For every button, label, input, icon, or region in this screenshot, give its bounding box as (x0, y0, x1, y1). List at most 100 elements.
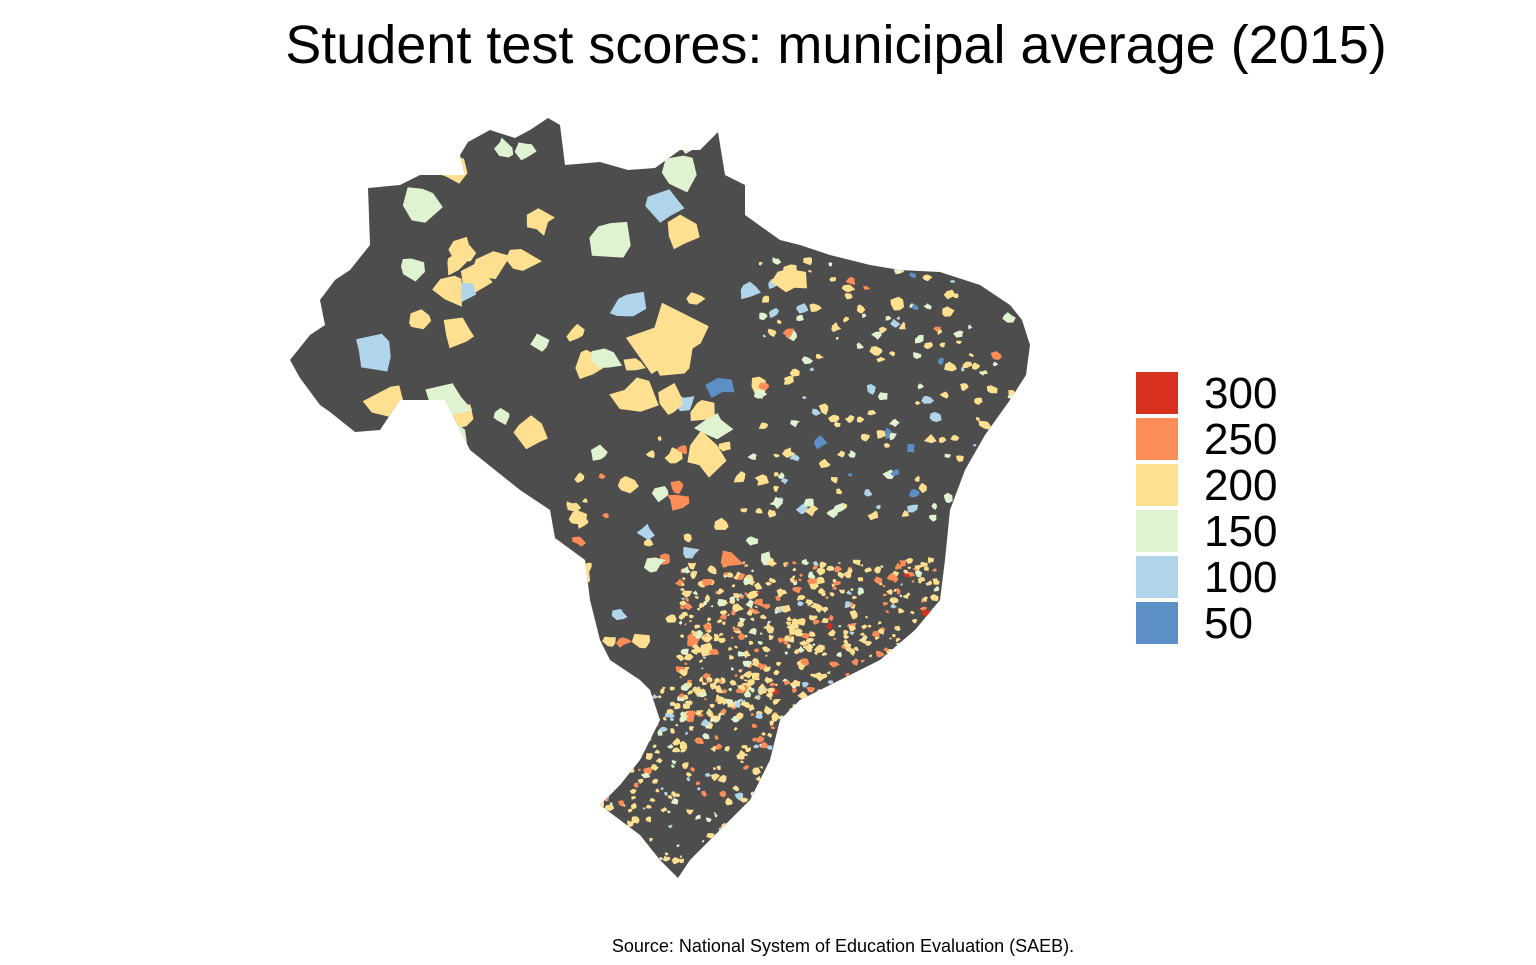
municipality (636, 709, 640, 712)
municipality (876, 430, 886, 439)
municipality (719, 613, 727, 620)
municipality (694, 737, 705, 745)
municipality (868, 704, 873, 709)
municipality (751, 723, 758, 728)
municipality (912, 630, 920, 636)
municipality (925, 710, 936, 719)
municipality (801, 356, 814, 365)
municipality (680, 855, 682, 858)
municipality (914, 475, 920, 482)
municipality (892, 706, 896, 710)
legend-item-50: 50 (1136, 601, 1336, 648)
municipality (726, 572, 734, 578)
municipality (699, 602, 704, 609)
municipality (736, 688, 742, 694)
municipality (882, 593, 888, 597)
municipality (796, 303, 809, 314)
municipality (883, 704, 894, 713)
municipality (734, 645, 738, 649)
municipality (928, 629, 932, 632)
municipality (632, 833, 637, 838)
municipality (683, 546, 700, 559)
municipality (745, 747, 751, 753)
municipality (680, 588, 685, 591)
municipality (856, 416, 865, 423)
municipality (836, 690, 843, 697)
municipality (706, 833, 715, 839)
municipality (931, 626, 939, 634)
municipality (773, 472, 779, 477)
municipality (807, 270, 812, 273)
municipality (751, 672, 760, 680)
municipality (776, 606, 780, 611)
municipality (713, 853, 722, 860)
municipality (869, 346, 883, 356)
municipality (530, 333, 550, 352)
municipality (841, 284, 856, 293)
municipality (823, 695, 833, 703)
municipality (898, 716, 903, 721)
municipality (759, 632, 763, 636)
municipality (581, 625, 594, 638)
municipality (678, 614, 686, 620)
municipality (894, 710, 902, 720)
municipality (597, 709, 606, 716)
municipality (809, 303, 822, 313)
municipality (690, 649, 698, 655)
municipality (722, 689, 728, 694)
municipality (606, 764, 611, 769)
municipality (667, 214, 700, 250)
municipality (739, 617, 746, 623)
municipality (776, 661, 782, 667)
municipality (643, 860, 655, 869)
municipality (929, 514, 937, 522)
municipality (742, 830, 748, 834)
municipality (685, 772, 692, 777)
municipality (827, 414, 840, 423)
municipality (796, 618, 806, 626)
municipality (667, 795, 673, 800)
municipality (877, 710, 883, 714)
municipality (999, 283, 1005, 288)
municipality (751, 860, 758, 867)
municipality (911, 618, 918, 624)
legend-swatch (1136, 372, 1178, 414)
municipality (745, 599, 754, 609)
municipality (839, 689, 848, 696)
municipality (676, 844, 680, 848)
municipality (704, 647, 709, 651)
municipality (618, 737, 623, 742)
municipality (769, 720, 775, 726)
legend-label: 150 (1204, 507, 1278, 556)
municipality (670, 701, 677, 707)
municipality-large (590, 444, 608, 461)
municipality (637, 768, 641, 772)
municipality (802, 681, 809, 688)
municipality (742, 833, 749, 840)
municipality (657, 435, 662, 442)
municipality (794, 579, 797, 582)
municipality (758, 683, 767, 689)
municipality (809, 705, 819, 713)
municipality-large (625, 302, 709, 374)
municipality (591, 348, 623, 368)
municipality (849, 631, 855, 636)
municipality (651, 486, 669, 503)
municipality (832, 578, 837, 583)
municipality (639, 716, 642, 719)
municipality (645, 816, 652, 823)
municipality (818, 403, 829, 416)
municipality (964, 261, 975, 271)
municipality (844, 292, 853, 300)
municipality (755, 712, 763, 719)
municipality (737, 651, 746, 657)
municipality (674, 702, 681, 710)
municipality (681, 762, 689, 769)
municipality (699, 659, 703, 663)
municipality (893, 588, 897, 592)
municipality (875, 650, 885, 658)
municipality (885, 669, 890, 674)
municipality (807, 571, 816, 579)
municipality (681, 577, 686, 581)
